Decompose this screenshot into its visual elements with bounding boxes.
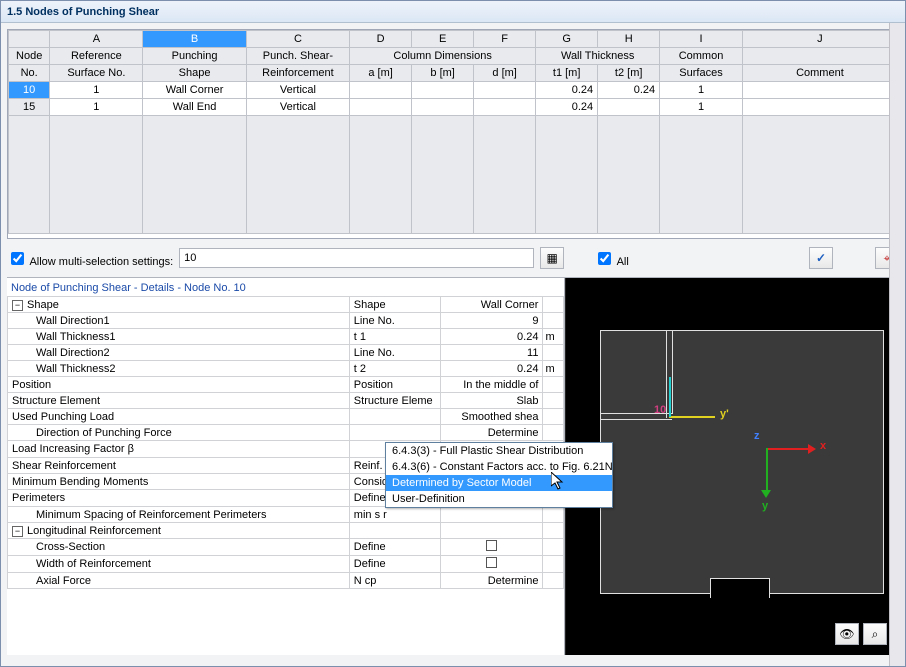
column-subheader[interactable]: a [m] [350, 65, 412, 82]
zoom-icon: ⌕ [872, 627, 879, 642]
table-row[interactable]: 151Wall EndVertical0.241 [9, 99, 898, 116]
property-row[interactable]: Direction of Punching ForceDetermine [8, 425, 564, 441]
view-toggle-button[interactable]: 👁 [835, 623, 859, 645]
main-grid[interactable]: ABCDEFGHIJ NodeReferencePunchingPunch. Sh… [8, 30, 898, 234]
zoom-button[interactable]: ⌕ [863, 623, 887, 645]
column-header-letter[interactable]: G [536, 31, 598, 48]
column-header-letter[interactable]: D [350, 31, 412, 48]
axis-x-label: x [820, 440, 826, 452]
property-row[interactable]: Used Punching LoadSmoothed shea [8, 409, 564, 425]
title-text: 1.5 Nodes of Punching Shear [7, 6, 159, 18]
column-header-letter[interactable]: J [742, 31, 897, 48]
column-header[interactable]: Punching [143, 48, 246, 65]
column-header[interactable]: Node [9, 48, 50, 65]
factor-dropdown-popup[interactable]: 6.4.3(3) - Full Plastic Shear Distributi… [385, 442, 613, 508]
column-header[interactable]: Common [660, 48, 743, 65]
all-label-text: All [617, 256, 629, 268]
column-subheader[interactable]: Comment [742, 65, 897, 82]
column-header-letter[interactable]: B [143, 31, 246, 48]
table-row[interactable]: 101Wall CornerVertical0.240.241 [9, 82, 898, 99]
property-row[interactable]: PositionPositionIn the middle of [8, 377, 564, 393]
check-icon: ✓ [816, 251, 826, 265]
column-subheader[interactable]: d [m] [474, 65, 536, 82]
column-subheader[interactable]: Shape [143, 65, 246, 82]
grid-area: ABCDEFGHIJ NodeReferencePunchingPunch. Sh… [7, 29, 899, 239]
table-icon: ▦ [546, 251, 557, 265]
property-row[interactable]: Wall Direction1Line No.9 [8, 313, 564, 329]
allow-row: Allow multi-selection settings: ▦ All ✓ … [7, 245, 899, 271]
details-panel: Node of Punching Shear - Details - Node … [7, 278, 565, 655]
property-row[interactable]: Wall Thickness2t 20.24m [8, 361, 564, 377]
axis-y-label: y [762, 500, 768, 512]
property-row[interactable]: −ShapeShapeWall Corner [8, 297, 564, 313]
dropdown-option[interactable]: 6.4.3(3) - Full Plastic Shear Distributi… [386, 443, 612, 459]
column-subheader[interactable]: b [m] [412, 65, 474, 82]
axis-yprime-label: y' [720, 408, 729, 420]
all-checkbox[interactable] [598, 252, 611, 265]
column-header[interactable]: Reference [50, 48, 143, 65]
column-subheader[interactable]: No. [9, 65, 50, 82]
column-header[interactable] [742, 48, 897, 65]
allow-label-text: Allow multi-selection settings: [29, 256, 173, 268]
property-row[interactable]: Structure ElementStructure ElemeSlab [8, 393, 564, 409]
column-header[interactable]: Wall Thickness [536, 48, 660, 65]
viewport-canvas[interactable]: y' 10 x y z 👁 ⌕ [570, 282, 895, 651]
details-viewport: Node of Punching Shear - Details - Node … [7, 277, 899, 655]
checkbox[interactable] [486, 540, 497, 551]
dropdown-option[interactable]: User-Definition [386, 491, 612, 507]
table-icon-button[interactable]: ▦ [540, 247, 564, 269]
column-header-letter[interactable]: I [660, 31, 743, 48]
viewport-buttons: 👁 ⌕ [835, 623, 887, 645]
allow-checkbox[interactable] [11, 252, 24, 265]
vertical-scrollbar[interactable] [889, 23, 905, 666]
node-10-label: 10 [654, 404, 666, 416]
details-title: Node of Punching Shear - Details - Node … [7, 278, 564, 296]
column-subheader[interactable]: t1 [m] [536, 65, 598, 82]
eye-icon: 👁 [839, 627, 854, 641]
column-header[interactable]: Punch. Shear- [246, 48, 349, 65]
dropdown-option[interactable]: Determined by Sector Model [386, 475, 612, 491]
allow-checkbox-label[interactable]: Allow multi-selection settings: [7, 249, 173, 268]
property-row[interactable]: Width of ReinforcementDefine [8, 556, 564, 573]
column-header-letter[interactable]: F [474, 31, 536, 48]
column-subheader[interactable]: Reinforcement [246, 65, 349, 82]
column-header-letter[interactable]: E [412, 31, 474, 48]
property-row[interactable]: Wall Direction2Line No.11 [8, 345, 564, 361]
column-header-letter[interactable]: H [598, 31, 660, 48]
property-row[interactable]: Minimum Spacing of Reinforcement Perimet… [8, 507, 564, 523]
column-subheader[interactable]: Surfaces [660, 65, 743, 82]
viewport-3d[interactable]: y' 10 x y z 👁 ⌕ [565, 278, 899, 655]
column-subheader[interactable]: t2 [m] [598, 65, 660, 82]
property-row[interactable]: −Longitudinal Reinforcement [8, 523, 564, 539]
column-header[interactable]: Column Dimensions [350, 48, 536, 65]
column-header-letter[interactable]: A [50, 31, 143, 48]
column-header-letter[interactable]: C [246, 31, 349, 48]
check-button[interactable]: ✓ [809, 247, 833, 269]
column-subheader[interactable]: Surface No. [50, 65, 143, 82]
axis-z-label: z [754, 430, 760, 442]
all-checkbox-label[interactable]: All [594, 249, 629, 268]
property-row[interactable]: Cross-SectionDefine [8, 539, 564, 556]
dropdown-option[interactable]: 6.4.3(6) - Constant Factors acc. to Fig.… [386, 459, 612, 475]
property-row[interactable]: Wall Thickness1t 10.24m [8, 329, 564, 345]
title-bar: 1.5 Nodes of Punching Shear [1, 1, 905, 23]
allow-value-input[interactable] [179, 248, 534, 268]
checkbox[interactable] [486, 557, 497, 568]
property-row[interactable]: Axial ForceN cpDetermine [8, 573, 564, 589]
main-window: 1.5 Nodes of Punching Shear ABCDEFGHIJ No… [0, 0, 906, 667]
